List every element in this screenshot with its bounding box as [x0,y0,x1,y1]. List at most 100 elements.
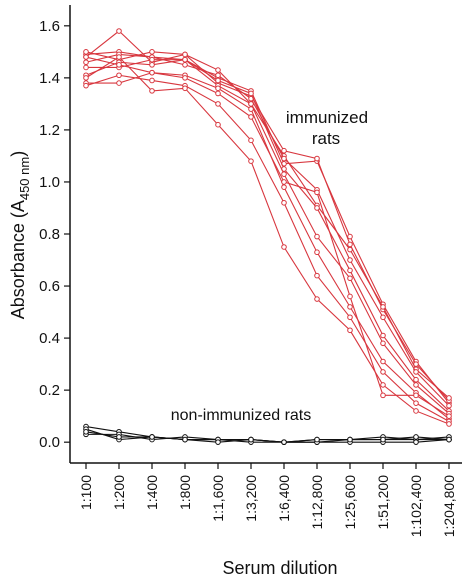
immunized-data-point [347,314,353,321]
y-tick-label: 0.8 [39,226,60,243]
immunized-data-point [314,296,320,302]
immunized-data-point [149,62,155,68]
x-axis-title: Serum dilution [222,558,337,578]
x-tick-label: 1:25,600 [342,475,358,530]
y-tick-label: 0.4 [39,330,60,347]
x-tick-label: 1:400 [144,475,160,510]
immunized-data-point [83,59,89,66]
immunized-data-point [380,304,386,310]
x-tick-label: 1:3,200 [243,475,259,522]
immunized-series [83,51,452,409]
immunized-series-line [86,72,450,420]
immunized-data-point [446,395,452,401]
immunized-data-point [116,80,122,86]
immunized-data-point [149,69,155,76]
immunized-data-point [347,257,353,263]
immunized-data-point [281,179,287,185]
immunized-data-point [347,267,353,274]
immunized-data-point [413,382,419,388]
immunized-data-point [149,88,155,94]
y-tick-label: 0.6 [39,278,60,295]
x-tick-label: 1:6,400 [276,475,292,522]
immunized-data-point [215,72,221,79]
immunized-data-point [281,147,287,154]
immunized-data-point [215,67,221,73]
immunized-data-point [215,90,221,97]
immunized-data-point [83,82,89,89]
immunized-data-point [215,85,221,92]
immunized-data-point [182,56,188,63]
immunized-data-point [347,293,353,300]
immunized-data-point [347,241,353,248]
x-tick-label: 1:200 [111,475,127,510]
non-immunized-data-point [413,434,419,440]
x-tick-label: 1:800 [177,475,193,510]
immunized-series-line [85,53,450,407]
annotation-non-immunized: non-immunized rats [171,407,312,424]
y-axis-title-close: ) [8,151,28,157]
immunized-data-point [446,421,452,427]
annotation-immunized-line2: rats [312,129,340,148]
non-immunized-data-point [314,436,320,443]
y-axis-title-main: Absorbance (A [8,200,28,319]
non-immunized-data-point [248,436,254,443]
immunized-data-point [83,54,89,60]
non-immunized-series [83,428,452,445]
immunized-data-point [149,49,155,55]
non-immunized-data-point [215,439,221,445]
immunized-data-point [116,54,122,60]
immunized-series-line [86,59,450,412]
immunized-series-line [85,30,450,401]
immunized-data-point [314,155,320,162]
immunized-data-point [446,413,452,419]
immunized-data-point [413,400,419,406]
immunized-data-point [215,121,221,128]
immunized-data-point [83,49,89,55]
non-immunized-data-point [182,436,188,443]
immunized-data-point [347,304,353,310]
non-immunized-data-point [149,434,155,440]
x-tick-label: 1:1,600 [210,475,226,522]
non-immunized-data-point [380,436,386,443]
immunized-data-point [215,101,221,107]
immunized-data-point [281,199,287,206]
immunized-data-point [347,275,353,282]
non-immunized-data-point [413,439,419,445]
y-tick-label: 0.0 [39,434,60,451]
immunized-data-point [281,244,287,250]
immunized-data-point [314,233,320,240]
non-immunized-series-line [85,426,449,443]
immunized-data-point [380,382,386,388]
non-immunized-data-point [116,434,122,440]
immunized-data-point [248,158,254,164]
immunized-data-point [347,233,353,240]
immunized-data-point [413,392,419,399]
immunized-series [83,54,452,419]
immunized-data-point [149,77,155,84]
immunized-data-point [347,246,353,253]
immunized-data-point [248,137,254,144]
x-tick-label: 1:204,800 [441,475,457,537]
immunized-series-line [85,74,450,422]
x-tick-label: 1:12,800 [309,475,325,530]
immunized-data-point [380,314,386,321]
y-tick-label: 1.4 [39,70,60,87]
immunized-data-point [446,402,452,409]
immunized-data-point [314,272,320,279]
y-ticks: 0.0 0.2 0.4 0.6 0.8 1.0 1.2 1.4 1.6 [39,18,70,451]
immunized-data-point [281,155,287,162]
non-immunized-series [83,423,452,445]
immunized-series-line [85,59,450,414]
immunized-data-point [182,62,188,68]
series-layer [83,28,452,445]
immunized-data-point [116,72,122,79]
immunized-data-point [413,369,419,375]
y-tick-label: 1.2 [39,122,60,139]
non-immunized-data-point [83,428,89,435]
immunized-data-point [380,392,386,399]
immunized-data-point [149,56,155,63]
immunized-series-line [85,56,450,425]
immunized-data-point [413,376,419,383]
x-tick-label: 1:51,200 [375,475,391,530]
